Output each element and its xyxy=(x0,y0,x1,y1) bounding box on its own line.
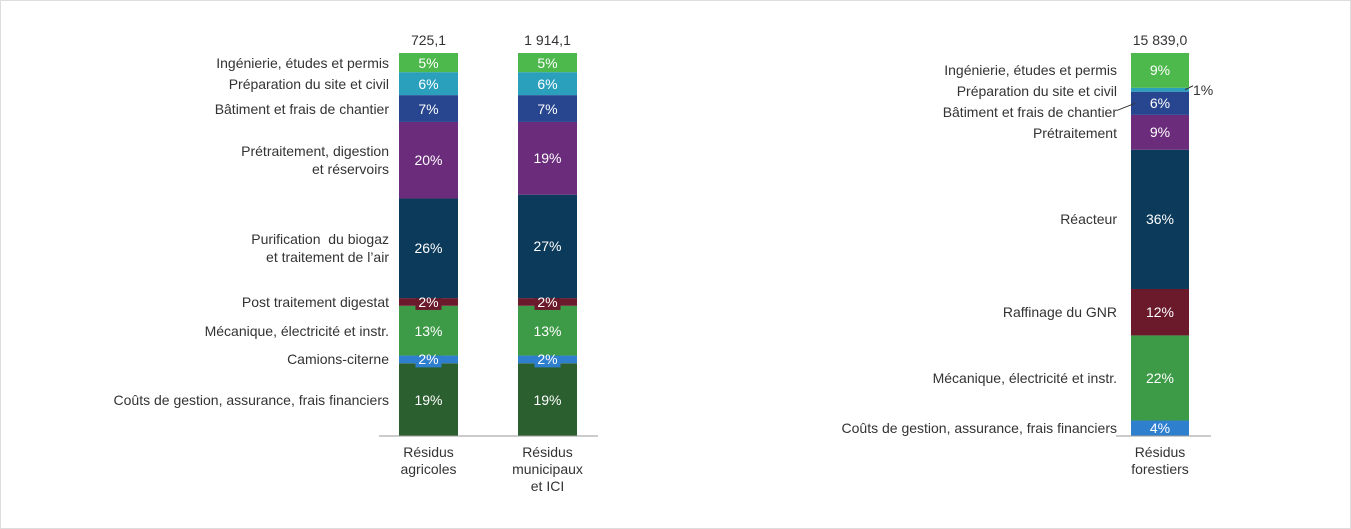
x-tick-label: Résidus agricoles xyxy=(400,444,457,477)
value-label: 19% xyxy=(533,150,562,167)
legend-label: Prétraitement, digestion et réservoirs xyxy=(241,143,389,178)
legend-label: Préparation du site et civil xyxy=(228,75,389,92)
bar-segment xyxy=(1131,335,1189,421)
value-label: 36% xyxy=(1145,211,1175,228)
bar-segment xyxy=(399,53,458,73)
value-label: 4% xyxy=(1149,420,1171,437)
legend-label: Mécanique, électricité et instr. xyxy=(204,322,389,339)
value-label: 5% xyxy=(537,54,558,71)
value-label: 7% xyxy=(537,100,558,117)
bar-segment xyxy=(399,363,458,436)
bar-segment xyxy=(1131,87,1189,92)
bar-segment xyxy=(518,121,577,195)
legend-label: Réacteur xyxy=(1060,211,1117,228)
legend-label: Ingénierie, études et permis xyxy=(944,62,1117,79)
value-label: 5% xyxy=(418,54,439,71)
legend-label: Raffinage du GNR xyxy=(1002,304,1117,321)
bar-segment xyxy=(1131,288,1189,336)
bar-segment xyxy=(1131,149,1189,289)
legend-label: Coûts de gestion, assurance, frais finan… xyxy=(841,420,1117,437)
legend-label: Purification du biogaz et traitement de … xyxy=(251,231,389,266)
value-label: 9% xyxy=(1149,62,1171,79)
value-label: 1% xyxy=(1193,81,1214,98)
bar-segment xyxy=(399,121,458,199)
legend-label: Mécanique, électricité et instr. xyxy=(932,369,1117,386)
legend-label: Préparation du site et civil xyxy=(956,83,1117,100)
x-tick-label: Résidus municipaux et ICI xyxy=(512,444,583,494)
value-label: 6% xyxy=(1149,95,1171,112)
legend-label: Ingénierie, études et permis xyxy=(216,54,389,71)
bar-segment xyxy=(518,194,577,299)
bar-segment xyxy=(518,305,577,356)
value-label-bg xyxy=(1147,420,1173,437)
value-label: 22% xyxy=(1145,369,1175,386)
bar-segment xyxy=(1131,53,1189,88)
legend-label: Bâtiment et frais de chantier xyxy=(214,100,389,117)
bar-segment xyxy=(399,95,458,122)
value-label: 2% xyxy=(537,351,558,368)
legend-label: Bâtiment et frais de chantier xyxy=(942,104,1117,121)
value-label: 7% xyxy=(418,100,439,117)
value-label: 6% xyxy=(418,75,439,92)
value-label: 12% xyxy=(1145,304,1175,321)
value-label: 9% xyxy=(1149,124,1171,141)
bar-segment xyxy=(518,95,577,122)
bar-segment xyxy=(399,198,458,299)
legend-label: Camions-citerne xyxy=(287,351,389,368)
value-label: 6% xyxy=(537,75,558,92)
legend-label: Prétraitement xyxy=(1032,125,1117,142)
bar-segment xyxy=(399,72,458,96)
bar-segment xyxy=(518,72,577,96)
value-label: 19% xyxy=(414,391,443,408)
legend-label: Post traitement digestat xyxy=(241,293,389,310)
value-label: 27% xyxy=(533,238,562,255)
value-label: 19% xyxy=(533,391,562,408)
value-label: 2% xyxy=(418,351,439,368)
value-label: 26% xyxy=(414,240,443,257)
bar-segment xyxy=(399,305,458,356)
bar-segment xyxy=(1131,114,1189,150)
x-tick-label: Résidus forestiers xyxy=(1131,444,1189,477)
value-label: 20% xyxy=(414,152,443,169)
bar-segment xyxy=(1131,91,1189,115)
total-label: 1 914,1 xyxy=(524,32,571,48)
leader-line xyxy=(1116,102,1136,111)
value-label: 2% xyxy=(537,293,558,310)
value-label: 2% xyxy=(418,293,439,310)
legend-label: Coûts de gestion, assurance, frais finan… xyxy=(113,391,389,408)
bar-segment xyxy=(518,363,577,436)
bar-segment xyxy=(518,53,577,73)
total-label: 725,1 xyxy=(410,32,447,48)
total-label: 15 839,0 xyxy=(1132,32,1188,48)
value-label: 13% xyxy=(414,322,443,339)
value-label: 13% xyxy=(533,322,562,339)
